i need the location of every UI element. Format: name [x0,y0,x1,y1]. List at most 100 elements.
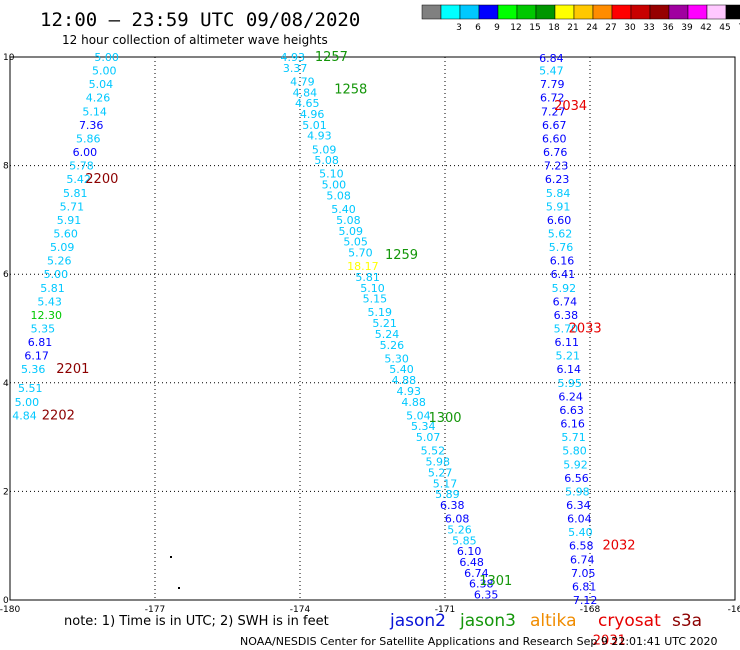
swh-label: 6.67 [542,119,567,132]
swh-label: 5.14 [82,105,107,118]
swh-label: 6.58 [569,540,594,553]
swh-label: 6.60 [547,214,572,227]
swh-label: 6.10 [457,545,482,558]
swh-label: 5.00 [322,179,347,192]
legend-swatch [649,4,670,20]
series-jason3: 4.933.374.794.844.654.965.014.935.095.08… [281,50,513,602]
swh-label: 5.10 [319,168,344,181]
y-tick-label: 4 [3,379,9,389]
time-label: 2032 [602,539,635,554]
swh-label: 5.92 [563,458,588,471]
swh-label: 5.40 [389,363,414,376]
swh-label: 5.43 [37,295,62,308]
swh-label: 5.40 [568,526,593,539]
legend-tick-label: 39 [681,23,693,33]
y-tick-label: 6 [3,270,9,280]
credit-line: NOAA/NESDIS Center for Satellite Applica… [240,635,718,648]
swh-label: 5.98 [426,456,451,469]
swh-label: 6.04 [567,513,592,526]
swh-label: 5.91 [546,200,571,213]
swh-label: 6.08 [445,513,470,526]
swh-label: 4.96 [300,108,325,121]
swh-label: 6.63 [559,404,584,417]
swh-label: 5.91 [57,214,82,227]
swh-label: 7.79 [540,78,565,91]
swh-label: 5.09 [312,143,337,156]
swh-label: 5.09 [50,241,75,254]
swh-label: 5.27 [428,466,453,479]
swh-label: 6.48 [459,556,484,569]
swh-label: 5.34 [411,420,436,433]
swh-label: 6.72 [540,92,565,105]
swh-label: 5.89 [435,488,460,501]
satellite-jason3: jason3 [459,611,516,631]
swh-label: 5.36 [21,363,46,376]
swh-label: 6.81 [572,580,597,593]
series-s3a: 5.005.005.044.265.147.365.866.005.785.42… [12,51,119,423]
swh-label: 5.86 [76,132,101,145]
swh-label: 5.42 [66,173,91,186]
swh-label: 7.23 [544,160,569,173]
time-label: 2034 [554,99,587,114]
swh-label: 6.16 [560,418,585,431]
legend-tick-label: 18 [548,23,560,33]
swh-label: 5.08 [326,189,351,202]
swh-label: 6.34 [566,499,591,512]
plot-frame [9,56,736,601]
y-tick-label: 2 [3,487,9,497]
swh-label: 5.19 [368,306,393,319]
swh-label: 6.35 [474,589,499,602]
swh-label: 6.56 [564,472,589,485]
time-label: 1257 [315,50,348,65]
swh-label: 5.81 [355,271,380,284]
swh-label: 4.65 [295,97,320,110]
swh-label: 5.21 [556,350,581,363]
swh-label: 5.76 [549,241,574,254]
chart-subtitle: 12 hour collection of altimeter wave hei… [62,33,328,47]
swh-label: 7.05 [571,567,596,580]
legend-tick-label: 12 [510,23,521,33]
swh-label: 5.09 [339,225,364,238]
legend-tick-label: 70 [738,23,740,33]
swh-label: 5.95 [557,377,582,390]
swh-label: 5.60 [53,227,78,240]
legend-swatch [706,4,727,20]
swh-label: 6.74 [570,553,595,566]
legend-swatch [421,4,442,20]
swh-label: 5.98 [565,485,590,498]
swh-label: 6.74 [464,567,489,580]
swh-label: 4.88 [392,374,417,387]
satellite-legend: jason2 jason3 altika cryosat s3a [389,611,702,631]
time-label: 2200 [85,172,118,187]
swh-label: 5.00 [15,396,40,409]
legend-tick-label: 9 [494,23,500,33]
legend-tick-label: 27 [605,23,616,33]
legend-tick-label: 33 [643,23,654,33]
swh-label: 5.52 [421,445,446,458]
satellite-cryosat: cryosat [598,611,661,631]
swh-label: 5.08 [336,214,361,227]
legend-tick-label: 42 [700,23,711,33]
footnote: note: 1) Time is in UTC; 2) SWH is in fe… [64,614,329,629]
satellite-s3a: s3a [672,611,702,631]
swh-label: 5.81 [40,282,65,295]
swh-label: 5.05 [343,236,368,249]
swh-label: 5.10 [360,282,385,295]
time-label: 2201 [56,362,89,377]
swh-label: 5.21 [372,317,397,330]
swh-label: 5.47 [539,65,564,78]
swh-label: 4.93 [397,385,422,398]
time-label: 1259 [385,248,418,263]
legend-tick-label: 21 [567,23,578,33]
swh-label: 4.26 [86,92,111,105]
swh-label: 6.38 [554,309,579,322]
time-label: 2202 [42,408,75,423]
swh-label: 4.79 [290,75,315,88]
legend-tick-label: 6 [475,23,481,33]
swh-label: 6.81 [28,336,53,349]
swh-label: 7.27 [541,105,566,118]
x-tick-label: -168 [580,605,601,615]
swh-label: 6.74 [553,295,578,308]
swh-label: 5.15 [363,293,388,306]
time-label: 1301 [479,574,512,589]
